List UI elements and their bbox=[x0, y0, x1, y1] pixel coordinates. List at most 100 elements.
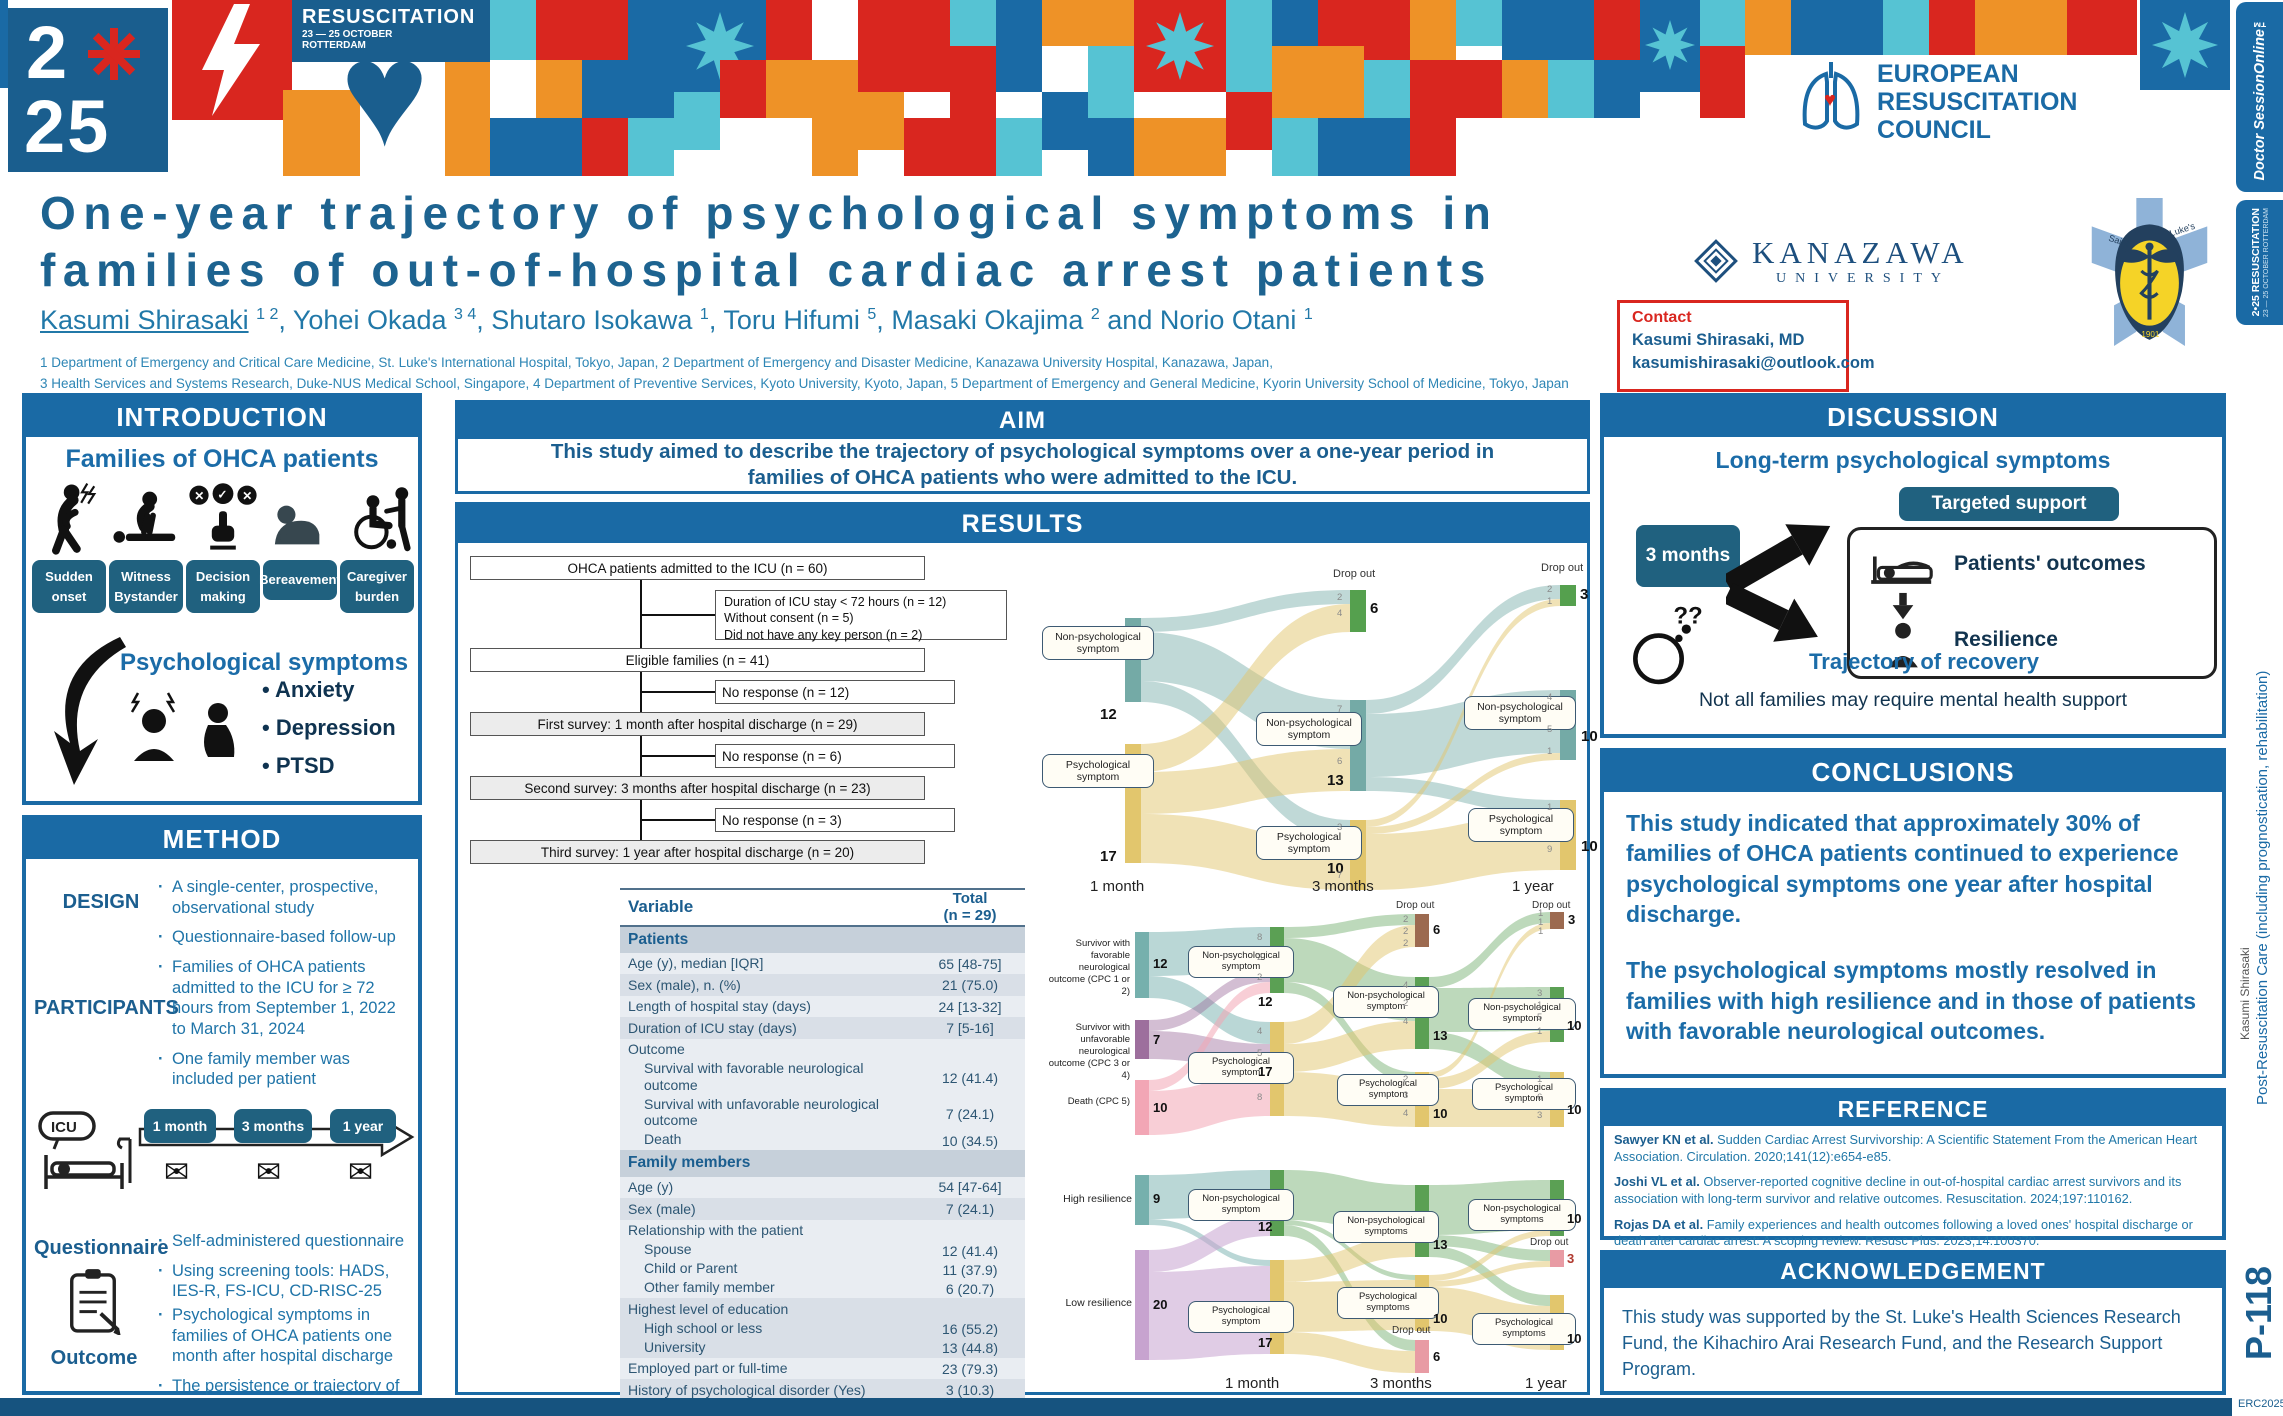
mini-logo-name: 2•25 RESUSCITATION bbox=[2249, 208, 2262, 317]
affiliations-line1: 1 Department of Emergency and Critical C… bbox=[40, 355, 1273, 370]
erc-heart-icon: ♥ bbox=[1824, 89, 1836, 111]
factor-sudden-onset: Sudden onset bbox=[32, 481, 106, 613]
discussion-panel: DISCUSSION Long-term psychological sympt… bbox=[1600, 393, 2226, 738]
thinking-icon: ?? bbox=[1633, 605, 1703, 685]
mini-logo-tab: 2•25 RESUSCITATION 23 — 25 OCTOBER ROTTE… bbox=[2236, 200, 2283, 325]
table-row: Child or Parent 11 (37.9) bbox=[620, 1260, 1025, 1280]
x-axis-label: 1 year bbox=[1512, 878, 1554, 895]
dropout-label: Drop out bbox=[1333, 568, 1376, 580]
st-lukes-crest: Saint Luke's 1901 bbox=[2082, 198, 2217, 350]
x-axis-label: 1 month bbox=[1225, 1375, 1280, 1392]
flow-box-icu: OHCA patients admitted to the ICU (n = 6… bbox=[470, 556, 925, 580]
table-row: Relationship with the patient bbox=[620, 1219, 1025, 1242]
conclusion-1: This study indicated that approximately … bbox=[1626, 810, 2179, 928]
flow-box-survey2: Second survey: 3 months after hospital d… bbox=[470, 776, 925, 800]
logo-2: 2 bbox=[26, 11, 68, 94]
table-row: Survival with favorable neurological out… bbox=[620, 1060, 1025, 1096]
contact-label: Contact bbox=[1632, 309, 1692, 326]
table-row: Family members bbox=[620, 1150, 1025, 1177]
symptom-list: Anxiety Depression PTSD bbox=[262, 677, 396, 791]
down-arrow-icon bbox=[1892, 592, 1914, 620]
node-value: 13 bbox=[1327, 772, 1344, 789]
svg-text:ICU: ICU bbox=[51, 1119, 77, 1136]
sidebar-footer: ERC2025 bbox=[2238, 1398, 2283, 1410]
table-row: University 13 (44.8) bbox=[620, 1338, 1025, 1358]
reference-item: Rojas DA et al. Family experiences and h… bbox=[1614, 1216, 2193, 1249]
lungs-icon: ♥ bbox=[1802, 62, 1860, 130]
kanazawa-university-logo: KANAZAWA UNIVERSITY bbox=[1688, 233, 1968, 297]
acknowledgement-header: ACKNOWLEDGEMENT bbox=[1604, 1254, 2222, 1288]
table-row: Employed part or full-time 23 (79.3) bbox=[620, 1357, 1025, 1380]
outcomes-resilience-box: Patients' outcomes Resilience bbox=[1847, 527, 2217, 679]
aim-text: This study aimed to describe the traject… bbox=[550, 440, 1495, 489]
mini-logo-sub: 23 — 25 OCTOBER ROTTERDAM bbox=[2262, 207, 2270, 318]
aim-panel: AIM This study aimed to describe the tra… bbox=[455, 400, 1590, 494]
group-label: High resilience bbox=[1063, 1193, 1132, 1205]
erc-council-logo: ♥ EUROPEAN RESUSCITATION COUNCIL bbox=[1795, 58, 2125, 148]
x-axis-label: 3 months bbox=[1370, 1375, 1432, 1392]
table-row: Death 10 (34.5) bbox=[620, 1131, 1025, 1151]
node-bar bbox=[1560, 585, 1576, 606]
depression-icon bbox=[204, 703, 235, 757]
heart-icon: ♥ bbox=[340, 9, 430, 177]
lightning-tile bbox=[172, 0, 292, 120]
sidebar-author: Kasumi Shirasaki bbox=[2238, 947, 2252, 1040]
participants-label: PARTICIPANTS bbox=[34, 997, 179, 1019]
grief-icon bbox=[274, 505, 320, 545]
contact-email: kasumishirasaki@outlook.com bbox=[1632, 354, 1875, 372]
envelope-icon: ✉ bbox=[256, 1156, 282, 1189]
session-tab-label: Doctor SessionOnline™ bbox=[2251, 13, 2268, 181]
node-bar bbox=[1135, 1250, 1149, 1360]
svg-text:✕: ✕ bbox=[242, 489, 252, 503]
acknowledgement-panel: ACKNOWLEDGEMENT This study was supported… bbox=[1600, 1250, 2226, 1395]
flow-box-noresponse-3: No response (n = 3) bbox=[715, 808, 955, 832]
sankey-node-label: Non-psychological symptom bbox=[1464, 696, 1576, 731]
congress-city: ROTTERDAM bbox=[302, 40, 366, 51]
wheelchair-caregiver-icon bbox=[354, 487, 411, 552]
node-bar bbox=[1350, 590, 1366, 632]
erc-text-3: COUNCIL bbox=[1877, 116, 1991, 144]
conclusions-header: CONCLUSIONS bbox=[1604, 752, 2222, 792]
discussion-note: Not all families may require mental heal… bbox=[1698, 689, 2128, 711]
anxiety-icon bbox=[130, 692, 176, 761]
conclusion-2: The psychological symptoms mostly resolv… bbox=[1626, 957, 2196, 1045]
questionnaire-item: Self-administered questionnaire bbox=[158, 1231, 410, 1252]
crest-year: 1901 bbox=[2141, 330, 2160, 339]
flow-box-survey3: Third survey: 1 year after hospital disc… bbox=[470, 840, 925, 864]
reference-list: Sawyer KN et al. Sudden Cardiac Arrest S… bbox=[1614, 1132, 2212, 1259]
congress-banner: RESUSCITATION 23 — 25 OCTOBER ROTTERDAM bbox=[292, 0, 490, 62]
table-body: Patients Age (y), median [IQR] 65 [48-75]… bbox=[620, 926, 1025, 1416]
trajectory-heading: Trajectory of recovery bbox=[1809, 649, 2039, 674]
flow-box-noresponse-2: No response (n = 6) bbox=[715, 744, 955, 768]
factor-caregiver-burden: Caregiver burden bbox=[340, 481, 414, 613]
node-value: 6 bbox=[1370, 600, 1379, 617]
table-row: Age (y) 54 [47-64] bbox=[620, 1176, 1025, 1199]
kanazawa-emblem-icon bbox=[1694, 239, 1738, 283]
kanazawa-sub: UNIVERSITY bbox=[1776, 271, 1950, 286]
baseline-table: Variable Total (n = 29) Patients Age (y),… bbox=[620, 888, 1025, 1416]
table-row: High school or less 16 (55.2) bbox=[620, 1319, 1025, 1339]
timeline-1-month: 1 month bbox=[144, 1109, 216, 1143]
design-item: Questionnaire-based follow-up bbox=[158, 927, 406, 948]
flow-box-survey1: First survey: 1 month after hospital dis… bbox=[470, 712, 925, 736]
node-value: 10 bbox=[1581, 838, 1598, 855]
chest-pain-icon bbox=[52, 483, 97, 555]
node-value: 17 bbox=[1100, 848, 1117, 865]
swoosh-arrow-icon bbox=[54, 637, 126, 785]
sankey-node-label: Psychological symptom bbox=[1256, 826, 1362, 861]
sankey-resilience: High resilience 9 Low resilience 20 Non-… bbox=[1040, 1155, 1588, 1393]
table-row: Other family member 6 (20.7) bbox=[620, 1279, 1025, 1299]
icu-bed-icon: ICU bbox=[38, 1111, 132, 1189]
node-bar bbox=[1550, 912, 1564, 929]
session-track: Post-Resuscitation Care (including progn… bbox=[2254, 670, 2271, 1105]
node-value: 10 bbox=[1327, 860, 1344, 877]
session-tab: Doctor SessionOnline™ bbox=[2236, 2, 2283, 192]
erc2025-logo: 2 25 bbox=[8, 8, 168, 172]
table-row: Outcome bbox=[620, 1038, 1025, 1061]
poster-id: P-118 bbox=[2238, 1265, 2279, 1360]
reference-panel: REFERENCE Sawyer KN et al. Sudden Cardia… bbox=[1600, 1088, 2226, 1248]
outcome-item: Psychological symptoms in families of OH… bbox=[158, 1305, 410, 1367]
logo-asterisk-icon bbox=[88, 28, 140, 80]
table-row: Age (y), median [IQR] 65 [48-75] bbox=[620, 952, 1025, 975]
introduction-header: INTRODUCTION bbox=[26, 397, 418, 437]
